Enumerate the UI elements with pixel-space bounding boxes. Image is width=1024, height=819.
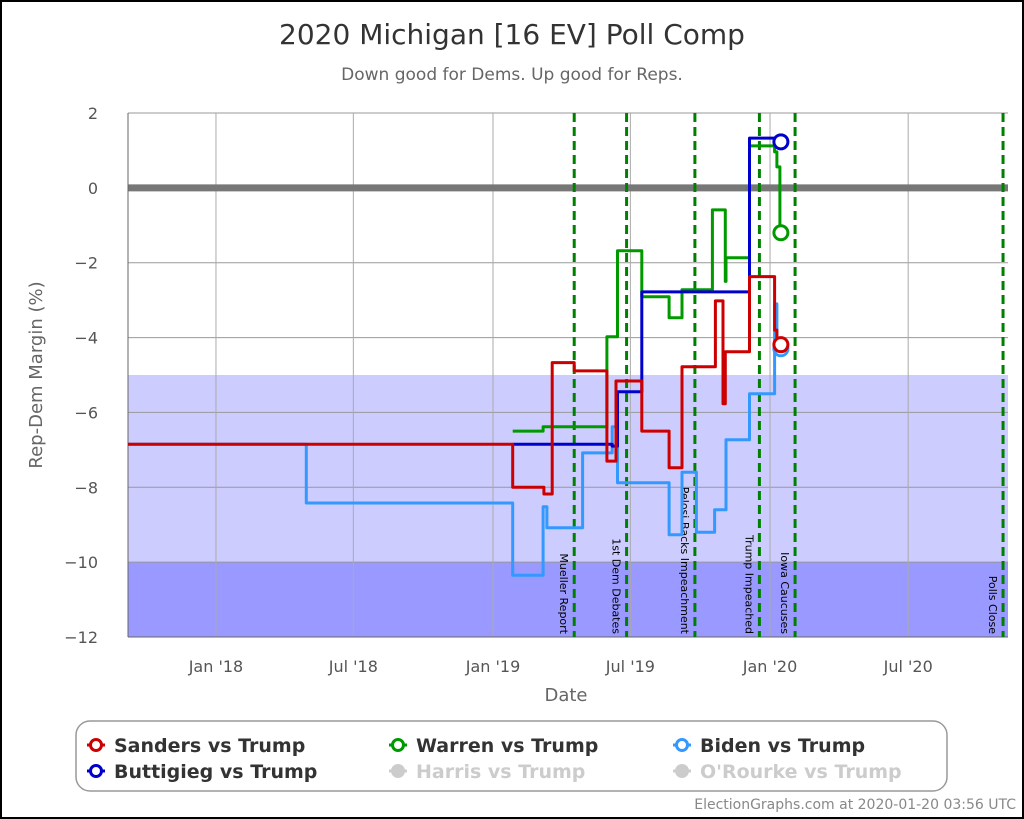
y-tick-label: −2 bbox=[74, 254, 98, 273]
legend-label: Sanders vs Trump bbox=[114, 735, 305, 757]
y-tick-label: 0 bbox=[88, 179, 98, 198]
legend-marker-icon bbox=[391, 764, 405, 778]
legend-label: Biden vs Trump bbox=[700, 735, 865, 757]
legend-item[interactable]: Sanders vs Trump bbox=[87, 735, 305, 757]
legend-marker-icon bbox=[675, 738, 689, 752]
legend-item[interactable]: Biden vs Trump bbox=[673, 735, 865, 757]
credit-text: ElectionGraphs.com at 2020-01-20 03:56 U… bbox=[694, 797, 1016, 813]
event-label: Polls Close bbox=[986, 576, 999, 635]
event-label: Trump Impeached bbox=[742, 534, 755, 634]
legend-marker-icon bbox=[675, 764, 689, 778]
y-axis-label: Rep-Dem Margin (%) bbox=[26, 281, 47, 468]
y-tick-label: −4 bbox=[74, 329, 98, 348]
event-label: Iowa Caucuses bbox=[778, 552, 791, 634]
chart-title: 2020 Michigan [16 EV] Poll Comp bbox=[279, 18, 745, 51]
series-endpoint-marker bbox=[772, 133, 790, 151]
legend-item[interactable]: Buttigieg vs Trump bbox=[87, 761, 317, 783]
legend-item[interactable]: Harris vs Trump bbox=[389, 761, 585, 783]
series-line-biden bbox=[127, 302, 780, 577]
legend-label: Warren vs Trump bbox=[416, 735, 598, 757]
legend-box bbox=[75, 720, 948, 792]
x-tick-label: Jul '19 bbox=[605, 657, 655, 676]
x-tick-label: Jan '20 bbox=[742, 657, 798, 676]
x-tick-label: Jul '20 bbox=[883, 657, 933, 676]
series-endpoint-marker bbox=[772, 224, 790, 242]
x-tick-label: Jan '19 bbox=[465, 657, 521, 676]
chart-subtitle: Down good for Dems. Up good for Reps. bbox=[341, 65, 683, 85]
event-label: Pelosi Backs Impeachment bbox=[678, 487, 691, 635]
y-tick-label: −6 bbox=[74, 403, 98, 422]
legend-item[interactable]: Warren vs Trump bbox=[389, 735, 598, 757]
y-tick-label: −12 bbox=[64, 628, 98, 647]
event-label: 1st Dem Debates bbox=[610, 538, 623, 634]
series-endpoint-marker bbox=[772, 336, 790, 354]
legend-label: Buttigieg vs Trump bbox=[114, 761, 317, 783]
margin-band bbox=[128, 375, 1008, 563]
series-line-warren bbox=[512, 144, 782, 433]
x-tick-label: Jan '18 bbox=[188, 657, 244, 676]
x-tick-label: Jul '18 bbox=[328, 657, 378, 676]
legend-label: Harris vs Trump bbox=[416, 761, 585, 783]
legend-marker-icon bbox=[89, 764, 103, 778]
x-axis-label: Date bbox=[544, 685, 587, 706]
y-tick-label: −8 bbox=[74, 478, 98, 497]
legend-label: O'Rourke vs Trump bbox=[700, 761, 902, 783]
event-label: Mueller Report bbox=[557, 553, 570, 634]
legend-marker-icon bbox=[89, 738, 103, 752]
legend-item[interactable]: O'Rourke vs Trump bbox=[673, 761, 902, 783]
y-tick-label: 2 bbox=[88, 104, 98, 123]
series-line-sanders bbox=[127, 275, 780, 496]
legend-marker-icon bbox=[391, 738, 405, 752]
margin-band bbox=[128, 562, 1008, 637]
y-tick-label: −10 bbox=[64, 553, 98, 572]
